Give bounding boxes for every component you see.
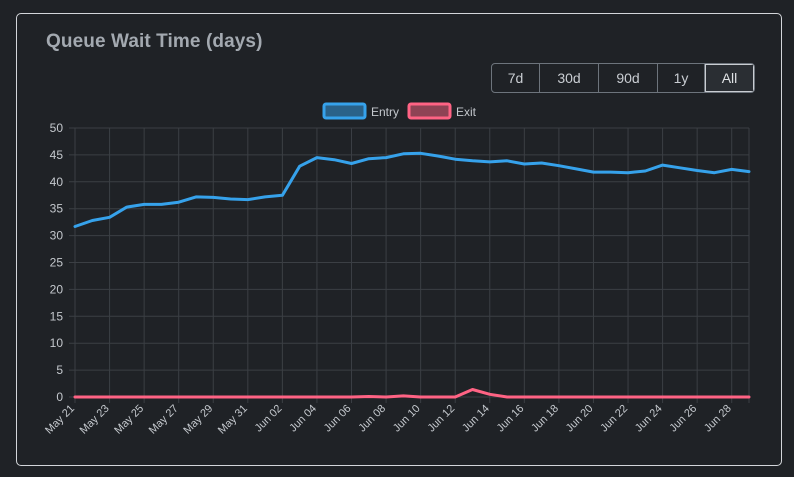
y-tick-label: 10 [50,336,64,350]
legend-swatch-exit [407,102,452,120]
range-30d-button[interactable]: 30d [540,64,599,92]
range-1y-button[interactable]: 1y [658,64,705,92]
x-tick-label: Jun 16 [495,403,527,435]
y-tick-label: 5 [56,363,63,377]
y-tick-label: 25 [50,256,64,270]
y-tick-label: 40 [50,175,64,189]
x-axis-ticks: May 21 May 23 May 25 May 27 May 29 May 31 Jun … [43,403,734,437]
y-tick-label: 20 [50,282,64,296]
y-tick-label: 50 [50,121,64,135]
x-tick-label: Jun 20 [564,403,596,435]
range-all-button[interactable]: All [705,64,754,92]
x-tick-label: Jun 06 [322,403,354,435]
x-tick-label: May 27 [147,403,181,437]
x-tick-label: May 21 [43,403,77,437]
y-tick-label: 45 [50,148,64,162]
x-tick-label: May 31 [216,403,250,437]
legend-swatch-entry [322,102,367,120]
chart-grid [69,127,750,403]
y-tick-label: 0 [56,390,63,404]
x-tick-label: May 29 [181,403,215,437]
chart-series [73,151,751,399]
x-tick-label: Jun 02 [253,403,285,435]
legend-label-entry: Entry [371,105,399,119]
legend-label-exit: Exit [456,105,477,119]
series-line-entry [73,151,751,228]
x-tick-label: Jun 14 [460,403,492,435]
time-range-selector: 7d 30d 90d 1y All [491,63,755,93]
x-tick-label: May 25 [112,403,146,437]
range-90d-button[interactable]: 90d [599,64,658,92]
x-tick-label: Jun 28 [702,403,734,435]
x-tick-label: Jun 08 [356,403,388,435]
y-axis-ticks: 0 5 10 15 20 25 30 35 40 45 50 [50,121,64,404]
x-tick-label: May 23 [78,403,112,437]
x-tick-label: Jun 04 [287,403,319,435]
chart-legend: Entry Exit [322,102,477,120]
x-tick-label: Jun 22 [598,403,630,435]
x-tick-label: Jun 18 [529,403,561,435]
series-line-exit [73,388,751,399]
chart-title: Queue Wait Time (days) [46,31,263,52]
y-tick-label: 30 [50,229,64,243]
x-tick-label: Jun 12 [425,403,457,435]
range-7d-button[interactable]: 7d [492,64,540,92]
y-tick-label: 35 [50,202,64,216]
x-tick-label: Jun 26 [667,403,699,435]
x-tick-label: Jun 10 [391,403,423,435]
y-tick-label: 15 [50,309,64,323]
x-tick-label: Jun 24 [633,403,665,435]
